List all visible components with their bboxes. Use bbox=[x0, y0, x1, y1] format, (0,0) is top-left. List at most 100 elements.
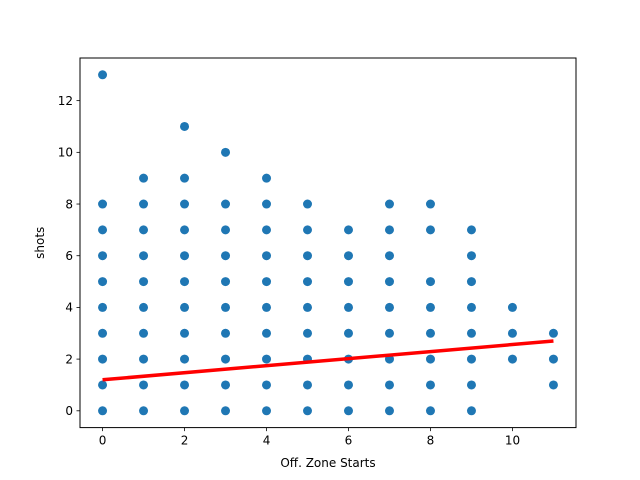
data-point bbox=[262, 251, 272, 261]
data-point bbox=[303, 225, 313, 235]
data-point bbox=[303, 328, 313, 338]
data-point bbox=[425, 302, 435, 312]
data-point bbox=[466, 406, 476, 416]
x-tick-label: 4 bbox=[263, 434, 271, 448]
data-point bbox=[180, 121, 190, 131]
data-point bbox=[262, 328, 272, 338]
data-point bbox=[466, 225, 476, 235]
data-point bbox=[384, 225, 394, 235]
data-point bbox=[139, 199, 149, 209]
data-point bbox=[139, 173, 149, 183]
data-point bbox=[262, 406, 272, 416]
data-point bbox=[425, 380, 435, 390]
data-point bbox=[98, 328, 108, 338]
data-point bbox=[98, 302, 108, 312]
y-tick-label: 10 bbox=[58, 146, 73, 160]
data-point bbox=[548, 328, 558, 338]
data-point bbox=[303, 302, 313, 312]
data-point bbox=[466, 328, 476, 338]
data-point bbox=[425, 328, 435, 338]
data-point bbox=[180, 328, 190, 338]
data-point bbox=[425, 354, 435, 364]
data-point bbox=[180, 354, 190, 364]
data-point bbox=[343, 251, 353, 261]
y-tick-label: 2 bbox=[65, 352, 73, 366]
data-point bbox=[425, 406, 435, 416]
y-axis-ticks: 0 2 4 6 8 10 12 bbox=[58, 94, 80, 418]
data-point bbox=[139, 225, 149, 235]
data-point bbox=[466, 302, 476, 312]
data-point bbox=[466, 251, 476, 261]
data-point bbox=[180, 251, 190, 261]
data-point bbox=[466, 380, 476, 390]
data-point bbox=[384, 302, 394, 312]
data-point bbox=[98, 225, 108, 235]
data-point bbox=[507, 354, 517, 364]
x-tick-label: 6 bbox=[345, 434, 353, 448]
data-point bbox=[262, 380, 272, 390]
data-point bbox=[139, 354, 149, 364]
data-point bbox=[221, 380, 231, 390]
data-point bbox=[507, 328, 517, 338]
data-point bbox=[221, 302, 231, 312]
data-point bbox=[98, 354, 108, 364]
data-point bbox=[384, 251, 394, 261]
data-point bbox=[221, 251, 231, 261]
data-point bbox=[180, 380, 190, 390]
data-point bbox=[98, 406, 108, 416]
data-point bbox=[180, 277, 190, 287]
data-point bbox=[262, 199, 272, 209]
data-point bbox=[98, 380, 108, 390]
data-point bbox=[98, 277, 108, 287]
x-axis-label: Off. Zone Starts bbox=[280, 456, 375, 470]
data-point bbox=[221, 354, 231, 364]
data-point bbox=[303, 199, 313, 209]
data-point bbox=[262, 225, 272, 235]
data-point bbox=[180, 225, 190, 235]
data-point bbox=[425, 225, 435, 235]
data-point bbox=[98, 199, 108, 209]
data-point bbox=[262, 173, 272, 183]
data-point bbox=[384, 277, 394, 287]
data-point bbox=[303, 251, 313, 261]
data-point bbox=[139, 251, 149, 261]
y-tick-label: 4 bbox=[65, 301, 73, 315]
data-point bbox=[221, 406, 231, 416]
data-point bbox=[343, 225, 353, 235]
data-point bbox=[384, 406, 394, 416]
plot-frame bbox=[79, 57, 577, 429]
data-point bbox=[139, 302, 149, 312]
data-point bbox=[221, 225, 231, 235]
data-point bbox=[303, 406, 313, 416]
x-tick-label: 0 bbox=[99, 434, 107, 448]
data-point bbox=[343, 277, 353, 287]
data-point bbox=[425, 277, 435, 287]
points-layer bbox=[98, 70, 558, 416]
data-point bbox=[139, 406, 149, 416]
data-point bbox=[507, 302, 517, 312]
y-tick-label: 8 bbox=[65, 197, 73, 211]
data-point bbox=[180, 302, 190, 312]
x-tick-label: 10 bbox=[505, 434, 520, 448]
data-point bbox=[180, 199, 190, 209]
y-tick-label: 6 bbox=[65, 249, 73, 263]
y-tick-label: 0 bbox=[65, 404, 73, 418]
data-point bbox=[221, 277, 231, 287]
data-point bbox=[425, 199, 435, 209]
data-point bbox=[384, 380, 394, 390]
data-point bbox=[262, 277, 272, 287]
data-point bbox=[303, 380, 313, 390]
data-point bbox=[180, 173, 190, 183]
x-tick-label: 2 bbox=[181, 434, 189, 448]
data-point bbox=[548, 354, 558, 364]
data-point bbox=[262, 354, 272, 364]
data-point bbox=[139, 328, 149, 338]
y-tick-label: 12 bbox=[58, 94, 73, 108]
data-point bbox=[548, 380, 558, 390]
data-point bbox=[139, 277, 149, 287]
data-point bbox=[221, 328, 231, 338]
data-point bbox=[343, 406, 353, 416]
x-tick-label: 8 bbox=[427, 434, 435, 448]
data-point bbox=[221, 147, 231, 157]
